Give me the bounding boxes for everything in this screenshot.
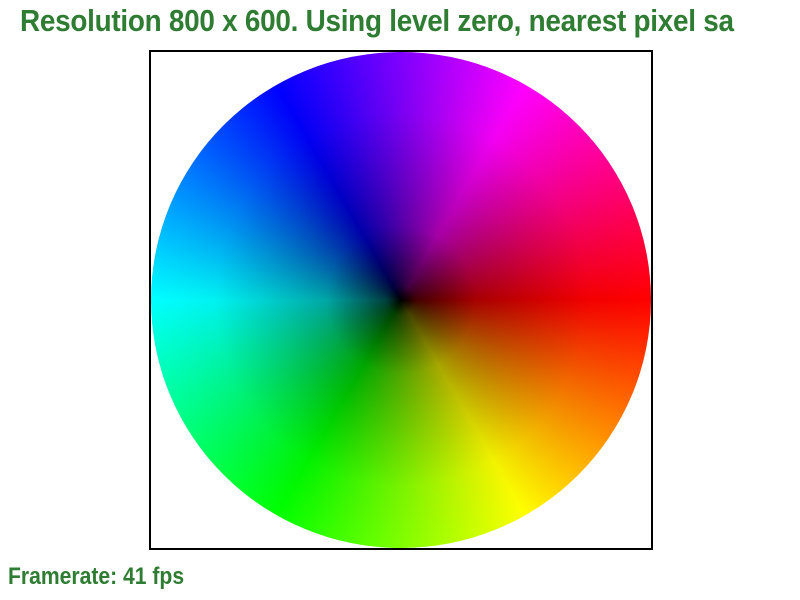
framerate-label: Framerate: 41 fps	[8, 563, 185, 590]
color-wheel	[151, 52, 651, 548]
resolution-title: Resolution 800 x 600. Using level zero, …	[20, 3, 734, 38]
render-viewport	[149, 50, 653, 550]
